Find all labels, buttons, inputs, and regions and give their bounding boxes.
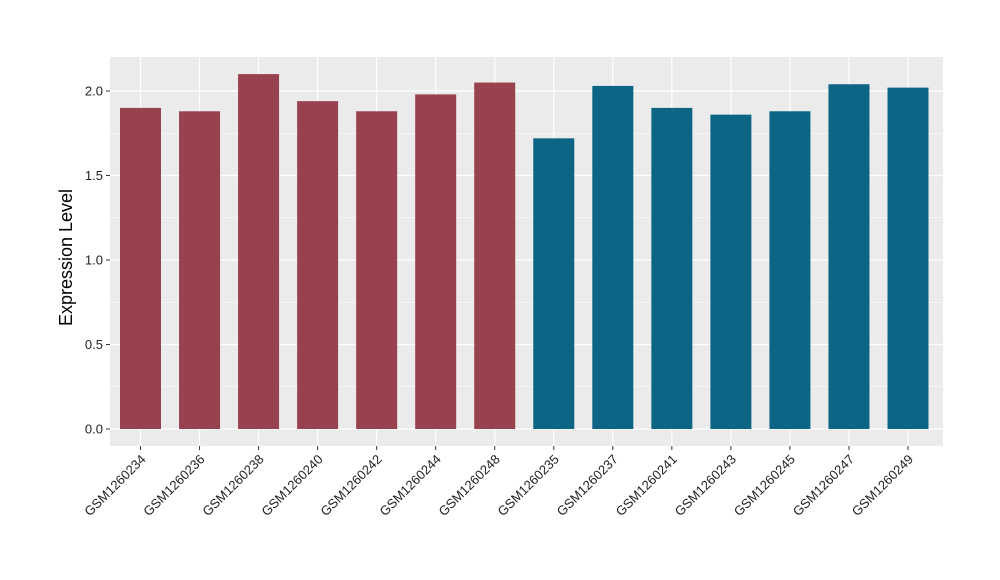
y-tick-label: 0.5 bbox=[85, 337, 103, 352]
plot-panel bbox=[110, 57, 943, 446]
x-tick-label: GSM1260242 bbox=[317, 452, 384, 519]
x-tick-label: GSM1260247 bbox=[790, 452, 857, 519]
x-tick-label: GSM1260236 bbox=[140, 452, 207, 519]
x-tick-label: GSM1260243 bbox=[672, 452, 739, 519]
bar bbox=[651, 107, 693, 430]
x-tick-label: GSM1260238 bbox=[199, 452, 266, 519]
bar bbox=[592, 85, 634, 430]
x-tick-label: GSM1260248 bbox=[436, 452, 503, 519]
y-tick-label: 1.0 bbox=[85, 253, 103, 268]
x-tick-label: GSM1260235 bbox=[495, 452, 562, 519]
bar bbox=[297, 101, 339, 429]
x-tick-label: GSM1260237 bbox=[554, 452, 621, 519]
x-tick-label: GSM1260249 bbox=[849, 452, 916, 519]
bar bbox=[474, 82, 516, 430]
x-tick-label: GSM1260241 bbox=[613, 452, 680, 519]
bar bbox=[238, 74, 280, 429]
bar bbox=[179, 111, 221, 429]
x-tick-label: GSM1260240 bbox=[258, 452, 325, 519]
y-axis-title: Expression Level bbox=[56, 189, 76, 326]
bar bbox=[533, 138, 575, 429]
x-tick-label: GSM1260245 bbox=[731, 452, 798, 519]
x-tick-label: GSM1260234 bbox=[81, 452, 148, 519]
bar bbox=[828, 84, 870, 430]
bar bbox=[120, 107, 161, 430]
y-tick-label: 0.0 bbox=[85, 422, 103, 437]
bar bbox=[710, 114, 752, 429]
bar bbox=[415, 94, 457, 429]
y-tick-label: 1.5 bbox=[85, 168, 103, 183]
x-tick-label: GSM1260244 bbox=[376, 452, 443, 519]
y-tick-label: 2.0 bbox=[85, 84, 103, 99]
bar bbox=[769, 111, 811, 429]
bars bbox=[120, 74, 929, 430]
bar bbox=[887, 87, 929, 430]
bar bbox=[356, 111, 398, 429]
